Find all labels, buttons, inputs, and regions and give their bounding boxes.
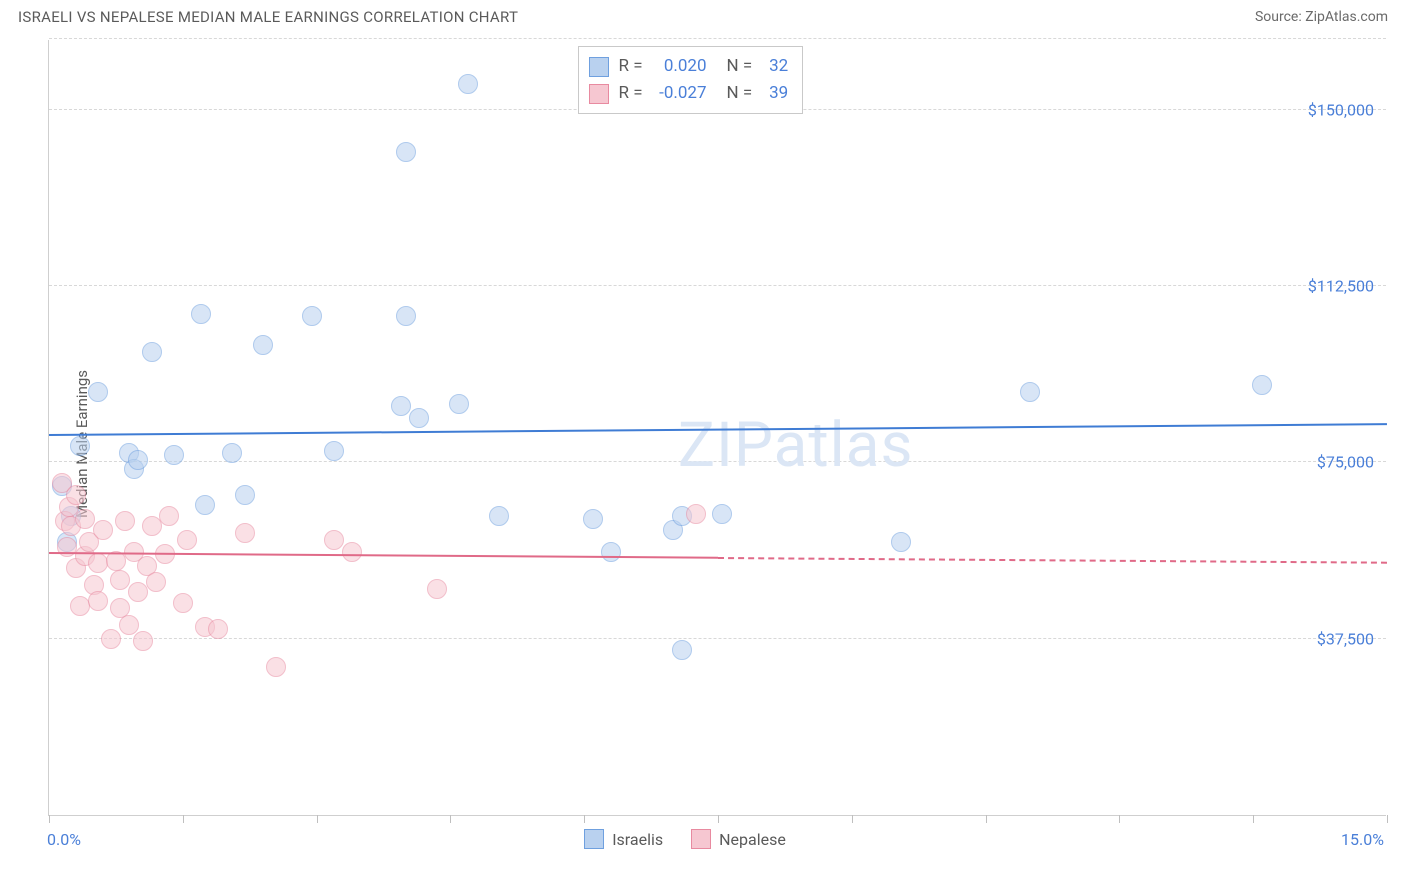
data-point <box>88 553 108 573</box>
data-point <box>396 306 416 326</box>
data-point <box>489 506 509 526</box>
chart-container: Median Male Earnings $37,500$75,000$112,… <box>0 34 1406 854</box>
legend-swatch <box>589 57 609 77</box>
data-point <box>235 523 255 543</box>
stats-n-label: N = <box>727 80 753 107</box>
data-point <box>391 396 411 416</box>
gridline <box>49 638 1386 639</box>
data-point <box>142 516 162 536</box>
x-tick-label: 15.0% <box>1341 830 1384 849</box>
legend-item: Nepalese <box>691 829 786 849</box>
legend: Israelis Nepalese <box>584 829 786 849</box>
data-point <box>1252 375 1272 395</box>
data-point <box>88 382 108 402</box>
data-point <box>195 495 215 515</box>
data-point <box>396 142 416 162</box>
data-point <box>1020 382 1040 402</box>
data-point <box>110 570 130 590</box>
data-point <box>583 509 603 529</box>
plot-area: $37,500$75,000$112,500$150,0000.0%15.0%Z… <box>48 40 1386 816</box>
y-tick-label: $75,000 <box>1317 453 1374 472</box>
x-tick <box>450 815 451 823</box>
data-point <box>159 506 179 526</box>
legend-swatch <box>589 84 609 104</box>
data-point <box>93 520 113 540</box>
data-point <box>173 593 193 613</box>
data-point <box>342 542 362 562</box>
x-tick <box>1253 815 1254 823</box>
data-point <box>235 485 255 505</box>
data-point <box>458 74 478 94</box>
x-tick <box>183 815 184 823</box>
data-point <box>191 304 211 324</box>
data-point <box>128 450 148 470</box>
stats-r-value: 0.020 <box>653 53 707 80</box>
data-point <box>75 509 95 529</box>
data-point <box>164 445 184 465</box>
x-tick <box>986 815 987 823</box>
x-tick <box>584 815 585 823</box>
data-point <box>266 657 286 677</box>
watermark: ZIPatlas <box>678 409 914 482</box>
legend-item: Israelis <box>584 829 663 849</box>
x-tick <box>718 815 719 823</box>
data-point <box>712 504 732 524</box>
stats-n-label: N = <box>727 53 753 80</box>
stats-n-value: 32 <box>762 53 788 80</box>
y-tick-label: $37,500 <box>1317 629 1374 648</box>
legend-label: Israelis <box>612 830 663 849</box>
stats-r-value: -0.027 <box>653 80 707 107</box>
x-tick <box>49 815 50 823</box>
gridline <box>49 38 1386 39</box>
stats-n-value: 39 <box>762 80 788 107</box>
data-point <box>324 530 344 550</box>
data-point <box>133 631 153 651</box>
data-point <box>70 436 90 456</box>
data-point <box>146 572 166 592</box>
data-point <box>686 504 706 524</box>
y-tick-label: $112,500 <box>1308 276 1374 295</box>
data-point <box>66 485 86 505</box>
data-point <box>409 408 429 428</box>
chart-title: ISRAELI VS NEPALESE MEDIAN MALE EARNINGS… <box>18 8 518 26</box>
legend-swatch <box>584 829 604 849</box>
y-tick-label: $150,000 <box>1308 100 1374 119</box>
legend-swatch <box>691 829 711 849</box>
data-point <box>115 511 135 531</box>
data-point <box>427 579 447 599</box>
data-point <box>601 542 621 562</box>
gridline <box>49 285 1386 286</box>
data-point <box>208 619 228 639</box>
data-point <box>142 342 162 362</box>
legend-label: Nepalese <box>719 830 786 849</box>
stats-box: R = 0.020 N = 32 R = -0.027 N = 39 <box>578 46 804 114</box>
stats-row: R = -0.027 N = 39 <box>589 80 789 107</box>
data-point <box>177 530 197 550</box>
stats-r-label: R = <box>619 80 643 107</box>
data-point <box>302 306 322 326</box>
x-tick <box>852 815 853 823</box>
data-point <box>672 640 692 660</box>
gridline <box>49 461 1386 462</box>
stats-r-label: R = <box>619 53 643 80</box>
x-tick <box>1119 815 1120 823</box>
trend-line <box>49 424 1387 437</box>
data-point <box>101 629 121 649</box>
trend-line <box>718 557 1387 564</box>
data-point <box>324 441 344 461</box>
x-tick <box>1387 815 1388 823</box>
stats-row: R = 0.020 N = 32 <box>589 53 789 80</box>
data-point <box>128 582 148 602</box>
data-point <box>449 394 469 414</box>
data-point <box>891 532 911 552</box>
x-tick <box>317 815 318 823</box>
data-point <box>119 615 139 635</box>
data-point <box>253 335 273 355</box>
data-point <box>222 443 242 463</box>
source-label: Source: ZipAtlas.com <box>1255 9 1388 25</box>
data-point <box>88 591 108 611</box>
x-tick-label: 0.0% <box>47 830 81 849</box>
